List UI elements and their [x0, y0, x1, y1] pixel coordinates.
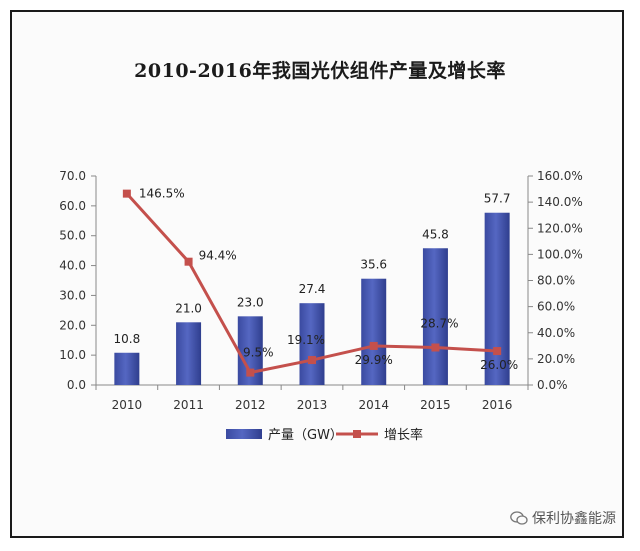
bar [484, 212, 510, 385]
line-value-label: 29.9% [355, 353, 393, 367]
bar-value-label: 35.6 [360, 258, 387, 272]
y-right-tick-label: 80.0% [537, 274, 575, 288]
y-right-tick-label: 0.0% [537, 378, 568, 392]
line-value-label: 28.7% [420, 317, 458, 331]
bar [361, 278, 387, 385]
bar [422, 248, 448, 385]
chart-frame [10, 10, 624, 538]
bar-value-label: 57.7 [484, 192, 511, 206]
y-right-tick-label: 120.0% [537, 221, 583, 235]
legend-line-marker [353, 430, 361, 438]
bar [114, 352, 140, 385]
line-value-label: 146.5% [139, 187, 185, 201]
line-series [122, 189, 502, 377]
bar-value-label: 21.0 [175, 301, 202, 315]
y-left-tick-label: 70.0 [59, 169, 86, 183]
y-left-tick-label: 20.0 [59, 318, 86, 332]
y-right-tick-label: 40.0% [537, 326, 575, 340]
bar-value-label: 45.8 [422, 227, 449, 241]
legend-bar-swatch [226, 429, 262, 439]
data-labels: 10.8 21.0 23.0 27.4 35.6 45.8 57.7 146.5% 94.4% 9… [113, 187, 518, 372]
watermark-text: 保利协鑫能源 [532, 511, 616, 527]
line-value-label: 94.4% [199, 249, 237, 263]
y-right-tick-label: 20.0% [537, 352, 575, 366]
line-point [431, 343, 440, 352]
wechat-icon [510, 511, 528, 525]
line-point [246, 368, 255, 377]
y-right-tick-label: 60.0% [537, 300, 575, 314]
bar [176, 322, 202, 385]
line-point [122, 189, 131, 198]
x-tick-label: 2010 [112, 398, 143, 412]
x-tick-label: 2015 [420, 398, 451, 412]
y-left-tick-label: 30.0 [59, 288, 86, 302]
x-tick-label: 2011 [173, 398, 204, 412]
line-value-label: 19.1% [287, 333, 325, 347]
y-right-tick-label: 100.0% [537, 247, 583, 261]
line-value-label: 26.0% [480, 358, 518, 372]
y-left-tick-label: 60.0 [59, 199, 86, 213]
bar-series [114, 212, 510, 385]
y-left-tick-label: 50.0 [59, 229, 86, 243]
legend-line-label: 增长率 [384, 427, 423, 443]
y-right-tick-label: 140.0% [537, 195, 583, 209]
chart-axes: 0.0 10.0 20.0 30.0 40.0 50.0 60.0 70.0 0.0% 20.0%… [59, 169, 582, 412]
bar-value-label: 27.4 [299, 282, 326, 296]
x-tick-label: 2014 [358, 398, 389, 412]
bar-value-label: 10.8 [113, 332, 140, 346]
bar-value-label: 23.0 [237, 295, 264, 309]
line-point [308, 356, 316, 365]
line-point [493, 347, 502, 356]
chart-title: 2010-2016年我国光伏组件产量及增长率 [134, 60, 506, 82]
x-tick-label: 2013 [297, 398, 328, 412]
y-left-tick-label: 0.0 [67, 378, 86, 392]
legend: 产量（GW） 增长率 [226, 427, 423, 443]
y-left-tick-label: 40.0 [59, 259, 86, 273]
y-left-tick-label: 10.0 [59, 348, 86, 362]
x-tick-label: 2016 [482, 398, 513, 412]
legend-bar-label: 产量（GW） [268, 428, 343, 443]
x-tick-label: 2012 [235, 398, 266, 412]
bar [299, 303, 325, 385]
line-point [369, 341, 378, 350]
y-right-tick-label: 160.0% [537, 169, 583, 183]
line-point [184, 257, 193, 266]
watermark: 保利协鑫能源 [510, 508, 616, 528]
line-value-label: 9.5% [243, 346, 274, 360]
